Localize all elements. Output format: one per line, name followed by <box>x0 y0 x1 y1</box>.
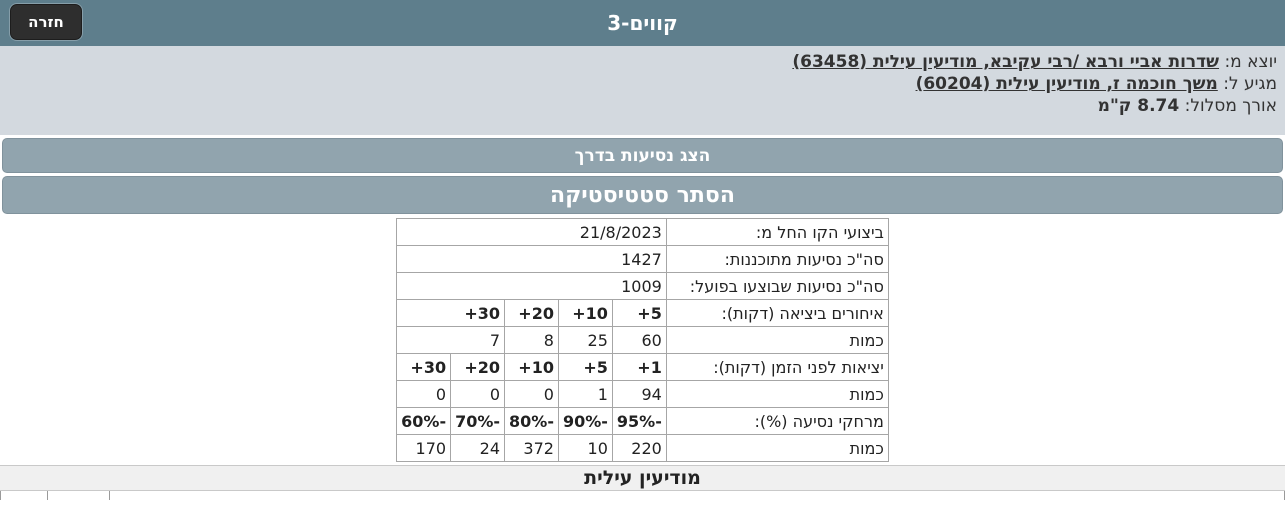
stats-row: ביצועי הקו החל מ: 21/8/2023 <box>396 218 889 246</box>
stats-value-cell: 1427 <box>396 245 667 273</box>
area-title-band: מודיעין עילית <box>0 465 1285 491</box>
destination-line: מגיע ל: משך חוכמה ז, מודיעין עילית (6020… <box>8 73 1277 95</box>
stats-value-cell: 170 <box>396 434 452 462</box>
stats-value-cell: 8 <box>504 326 559 354</box>
stats-row: איחורים ביציאה (דקות): +5 +10 +20 +30 <box>396 299 889 327</box>
page-title: קווים-3 <box>607 11 678 35</box>
stats-value-cell: 80%- <box>504 407 559 435</box>
stats-value-cell: 90%- <box>557 407 613 435</box>
stats-row-label: כמות <box>665 380 889 408</box>
hide-statistics-button[interactable]: הסתר סטטיסטיקה <box>2 176 1283 214</box>
stats-value-cell: 10 <box>557 434 613 462</box>
stats-row-label: מרחקי נסיעה (%): <box>665 407 889 435</box>
stats-value-cell: 94 <box>611 380 667 408</box>
statistics-table: ביצועי הקו החל מ: 21/8/2023 סה"כ נסיעות מת… <box>396 218 889 462</box>
origin-line: יוצא מ: שדרות אביי ורבא /רבי עקיבא, מודי… <box>8 51 1277 73</box>
route-info-band: יוצא מ: שדרות אביי ורבא /רבי עקיבא, מודי… <box>0 46 1285 135</box>
stats-value-cell: +30 <box>396 299 506 327</box>
stats-value-cell: 60%- <box>396 407 452 435</box>
stats-row-label: יציאות לפני הזמן (דקות): <box>665 353 889 381</box>
stats-value-cell: 1009 <box>396 272 667 300</box>
stats-row: סה"כ נסיעות שבוצעו בפועל: 1009 <box>396 272 889 300</box>
origin-stop-link[interactable]: שדרות אביי ורבא /רבי עקיבא, מודיעין עילי… <box>792 52 1220 72</box>
schedule-cell <box>110 491 1284 500</box>
top-bar: קווים-3 חזרה <box>0 0 1285 46</box>
stats-value-cell: 0 <box>396 380 452 408</box>
stats-value-cell: 95%- <box>611 407 667 435</box>
stats-value-cell: 0 <box>504 380 559 408</box>
schedule-cell <box>1 491 48 500</box>
route-length-value: 8.74 ק"מ <box>1097 96 1180 116</box>
destination-prefix: מגיע ל: <box>1223 74 1277 94</box>
stats-row-label: סה"כ נסיעות שבוצעו בפועל: <box>665 272 889 300</box>
stats-row: מרחקי נסיעה (%): 95%- 90%- 80%- 70%- 60%- <box>396 407 889 435</box>
stats-row: כמות 94 1 0 0 0 <box>396 380 889 408</box>
origin-prefix: יוצא מ: <box>1224 52 1277 72</box>
stats-row: יציאות לפני הזמן (דקות): +1 +5 +10 +20 +30 <box>396 353 889 381</box>
stats-value-cell: 21/8/2023 <box>396 218 667 246</box>
route-length-prefix: אורך מסלול: <box>1184 96 1277 116</box>
stats-value-cell: +10 <box>504 353 559 381</box>
stats-value-cell: 24 <box>450 434 506 462</box>
schedule-cell <box>48 491 110 500</box>
show-trips-button[interactable]: הצג נסיעות בדרך <box>2 138 1283 173</box>
stats-value-cell: 220 <box>611 434 667 462</box>
stats-row: כמות 60 25 8 7 <box>396 326 889 354</box>
stats-value-cell: +20 <box>504 299 559 327</box>
stats-row: כמות 220 10 372 24 170 <box>396 434 889 462</box>
stats-value-cell: 7 <box>396 326 506 354</box>
stats-value-cell: 0 <box>450 380 506 408</box>
stats-row-label: ביצועי הקו החל מ: <box>665 218 889 246</box>
schedule-table-partial <box>0 491 1285 500</box>
stats-row-label: כמות <box>665 326 889 354</box>
stats-row-label: איחורים ביציאה (דקות): <box>665 299 889 327</box>
stats-value-cell: +20 <box>450 353 506 381</box>
stats-value-cell: +30 <box>396 353 452 381</box>
back-button[interactable]: חזרה <box>10 4 82 40</box>
route-length-line: אורך מסלול: 8.74 ק"מ <box>8 95 1277 117</box>
statistics-section: ביצועי הקו החל מ: 21/8/2023 סה"כ נסיעות מת… <box>0 218 1285 462</box>
stats-value-cell: 25 <box>557 326 613 354</box>
stats-value-cell: +5 <box>557 353 613 381</box>
stats-row-label: כמות <box>665 434 889 462</box>
stats-row: סה"כ נסיעות מתוכננות: 1427 <box>396 245 889 273</box>
destination-stop-link[interactable]: משך חוכמה ז, מודיעין עילית (60204) <box>915 74 1218 94</box>
stats-value-cell: +5 <box>611 299 667 327</box>
stats-value-cell: +10 <box>557 299 613 327</box>
stats-value-cell: 372 <box>504 434 559 462</box>
stats-value-cell: 70%- <box>450 407 506 435</box>
stats-value-cell: 60 <box>611 326 667 354</box>
stats-value-cell: +1 <box>611 353 667 381</box>
stats-value-cell: 1 <box>557 380 613 408</box>
stats-row-label: סה"כ נסיעות מתוכננות: <box>665 245 889 273</box>
